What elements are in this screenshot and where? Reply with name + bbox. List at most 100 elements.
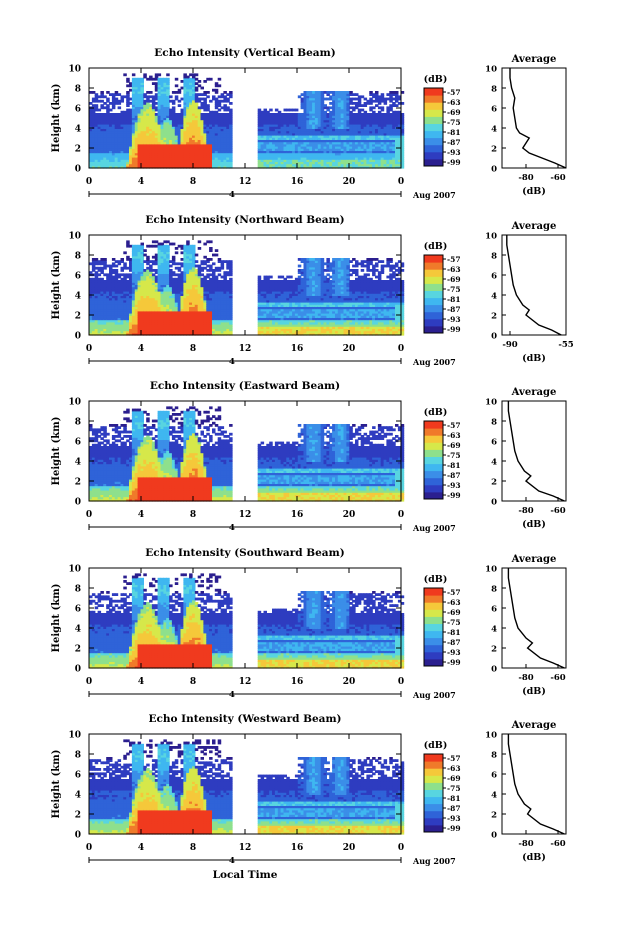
heatmap-cell: [134, 77, 139, 81]
heatmap-cell: [206, 135, 210, 138]
heatmap-cell: [283, 119, 287, 123]
heatmap-cell: [103, 310, 107, 314]
heatmap-cell: [186, 244, 190, 248]
heatmap-cell: [149, 128, 153, 132]
heatmap-cell: [209, 280, 213, 283]
heatmap-cell: [223, 124, 227, 127]
heatmap-cell: [160, 77, 164, 81]
heatmap-cell: [174, 141, 179, 145]
heatmap-cell: [229, 124, 233, 127]
heatmap-cell: [111, 271, 116, 274]
heatmap-cell: [177, 273, 182, 277]
heatmap-cell: [192, 82, 196, 85]
heatmap-cell: [91, 286, 96, 290]
heatmap-cell: [103, 295, 107, 299]
heatmap-cell: [114, 271, 119, 274]
heatmap-cell: [203, 286, 207, 290]
heatmap-cell: [194, 293, 199, 296]
heatmap-cell: [186, 247, 190, 250]
heatmap-cell: [337, 95, 342, 99]
heatmap-cell: [163, 332, 167, 336]
heatmap-cell: [163, 159, 167, 162]
heatmap-cell: [189, 99, 193, 103]
heatmap-cell: [163, 102, 167, 105]
heatmap-cell: [229, 150, 233, 154]
heatmap-cell: [140, 249, 144, 252]
heatmap-cell: [209, 154, 213, 158]
heatmap-cell: [214, 330, 219, 334]
heatmap-cell: [134, 150, 139, 154]
heatmap-cell: [163, 95, 167, 99]
heatmap-cell: [180, 86, 184, 90]
heatmap-cell: [183, 332, 187, 336]
heatmap-cell: [369, 154, 373, 158]
heatmap-cell: [372, 161, 376, 165]
heatmap-cell: [160, 280, 164, 283]
heatmap-cell: [151, 295, 156, 299]
heatmap-cell: [97, 135, 102, 138]
heatmap-cell: [100, 137, 104, 140]
heatmap-cell: [123, 139, 127, 143]
heatmap-cell: [186, 295, 190, 299]
heatmap-cell: [192, 255, 196, 259]
heatmap-cell: [306, 143, 310, 147]
heatmap-cell: [340, 95, 345, 99]
heatmap-cell: [149, 304, 153, 307]
heatmap-cell: [123, 264, 127, 268]
heatmap-cell: [166, 165, 170, 169]
heatmap-cell: [169, 157, 173, 160]
heatmap-cell: [103, 299, 107, 303]
heatmap-cell: [91, 154, 96, 158]
heatmap-cell: [360, 165, 365, 169]
heatmap-cell: [337, 124, 342, 127]
heatmap-cell: [169, 284, 173, 288]
heatmap-cell: [137, 319, 142, 323]
heatmap-cell: [303, 165, 307, 169]
heatmap-cell: [157, 286, 162, 290]
heatmap-cell: [169, 139, 173, 143]
heatmap-cell: [209, 132, 213, 136]
heatmap-cell: [352, 93, 356, 96]
heatmap-cell: [151, 269, 156, 272]
heatmap-cell: [174, 277, 179, 281]
heatmap-cell: [171, 91, 176, 94]
heatmap-cell: [149, 91, 153, 94]
heatmap-cell: [363, 124, 368, 127]
heatmap-cell: [209, 117, 213, 121]
heatmap-cell: [292, 135, 296, 138]
heatmap-cell: [140, 262, 144, 266]
heatmap-cell: [352, 154, 356, 158]
heatmap-cell: [151, 299, 156, 303]
heatmap-cell: [103, 146, 107, 149]
heatmap-cell: [383, 126, 388, 129]
heatmap-cell: [257, 117, 262, 121]
heatmap-cell: [206, 113, 210, 116]
heatmap-cell: [131, 148, 136, 151]
heatmap-cell: [146, 321, 150, 325]
heatmap-cell: [220, 288, 225, 292]
heatmap-cell: [111, 106, 116, 110]
heatmap-cell: [329, 115, 333, 118]
heatmap-cell: [180, 128, 184, 132]
heatmap-cell: [375, 104, 379, 107]
heatmap-cell: [189, 141, 193, 145]
heatmap-cell: [126, 102, 130, 105]
heatmap-cell: [297, 165, 302, 169]
heatmap-cell: [366, 161, 370, 165]
heatmap-cell: [283, 150, 287, 154]
heatmap-cell: [306, 119, 310, 123]
heatmap-cell: [126, 288, 130, 292]
heatmap-cell: [134, 288, 139, 292]
heatmap-cell: [143, 146, 147, 149]
heatmap-cell: [212, 132, 216, 136]
heatmap-cell: [343, 161, 347, 165]
heatmap-cell: [400, 159, 405, 162]
heatmap-cell: [320, 150, 325, 154]
heatmap-cell: [209, 124, 213, 127]
heatmap-cell: [363, 113, 368, 116]
heatmap-cell: [274, 124, 279, 127]
heatmap-cell: [129, 286, 133, 290]
heatmap-cell: [209, 302, 213, 305]
heatmap-cell: [352, 152, 356, 156]
heatmap-cell: [109, 293, 113, 296]
